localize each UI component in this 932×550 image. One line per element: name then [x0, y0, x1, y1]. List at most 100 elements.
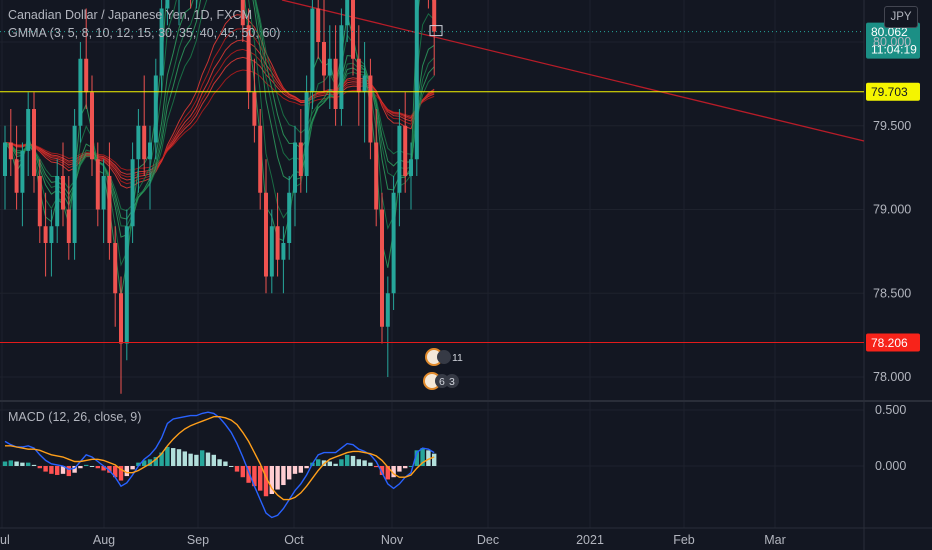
macd-histogram-bar	[316, 459, 321, 466]
last-price-label-bg	[866, 22, 920, 59]
macd-histogram-bar	[66, 466, 71, 477]
price-level-label-bg	[866, 333, 920, 352]
candle-body	[113, 243, 118, 294]
macd-histogram-bar	[159, 452, 164, 466]
time-axis-tick-label: ul	[0, 533, 10, 547]
candle-body	[95, 159, 100, 210]
candle-body	[240, 0, 245, 26]
last-price-label: 80.062	[871, 25, 908, 39]
trendline	[281, 0, 865, 142]
candle-body	[124, 226, 129, 344]
candle-body	[72, 125, 77, 243]
signal-line	[5, 416, 435, 501]
macd-histogram-bar	[408, 466, 414, 467]
candle-body	[356, 58, 361, 93]
candle-body	[345, 0, 350, 26]
candle-body	[55, 176, 60, 227]
macd-histogram-bar	[130, 466, 135, 470]
candle-body	[8, 142, 13, 160]
price-axis-tick-label: 78.500	[873, 286, 911, 300]
candle-body	[37, 176, 42, 227]
macd-histogram-bar	[356, 459, 361, 466]
macd-histogram-bar	[385, 466, 390, 480]
candle-body	[136, 125, 141, 160]
candle-body	[264, 192, 268, 277]
macd-histogram-bar	[60, 466, 66, 474]
macd-histogram-bar	[223, 461, 228, 466]
time-axis-tick-label: Nov	[381, 533, 404, 547]
candle-body	[148, 142, 152, 160]
time-axis-tick-label: 2021	[576, 533, 604, 547]
time-axis-tick-label: Dec	[477, 533, 499, 547]
candle-body	[397, 125, 402, 193]
macd-histogram-bar	[333, 463, 338, 466]
price-level-label-bg	[866, 82, 920, 101]
macd-histogram-bar	[200, 450, 205, 466]
candle-body	[322, 42, 326, 76]
macd-histogram-bar	[20, 462, 25, 466]
candle-body	[90, 92, 94, 160]
event-count-bg	[437, 350, 451, 364]
candle-body	[362, 75, 367, 93]
macd-histogram-bar	[414, 450, 419, 466]
gmma-indicator-label[interactable]: GMMA (3, 5, 8, 10, 12, 15, 30, 35, 40, 4…	[8, 26, 281, 40]
macd-histogram-bar	[240, 466, 245, 478]
candle-body	[142, 125, 147, 160]
macd-histogram-bar	[269, 466, 274, 494]
candle-body	[287, 192, 292, 243]
macd-histogram-bar	[89, 466, 95, 467]
candle-body	[403, 125, 408, 176]
macd-histogram-bar	[31, 464, 37, 466]
macd-histogram-bar	[142, 460, 147, 466]
macd-histogram-bar	[124, 466, 129, 477]
event-count-bg	[445, 374, 459, 388]
macd-histogram-bar	[171, 448, 176, 466]
price-axis-tick-label: 78.000	[873, 370, 911, 384]
macd-histogram-bar	[165, 446, 170, 466]
macd-indicator-label[interactable]: MACD (12, 26, close, 9)	[8, 410, 142, 424]
candle-body	[275, 226, 280, 260]
macd-histogram-bar	[217, 459, 222, 466]
event-count-label: 6	[439, 376, 445, 388]
candle-body	[385, 293, 390, 327]
macd-axis-tick-label: 0.500	[875, 403, 906, 417]
macd-histogram-bar	[84, 464, 89, 466]
candle-body	[310, 8, 315, 93]
candle-body	[316, 8, 321, 42]
chart-title: Canadian Dollar / Japanese Yen, 1D, FXCM	[8, 8, 252, 22]
macd-histogram-bar	[37, 466, 42, 469]
time-axis-tick-label: Oct	[284, 533, 304, 547]
macd-histogram-bar	[229, 466, 234, 467]
candle-body	[374, 142, 379, 210]
macd-histogram-bar	[14, 461, 19, 466]
macd-histogram-bar	[107, 466, 112, 473]
macd-histogram-bar	[43, 466, 48, 472]
macd-histogram-bar	[176, 449, 182, 466]
candle-body	[61, 176, 65, 210]
price-axis-tick-label: 79.000	[873, 203, 911, 217]
macd-histogram-bar	[55, 466, 60, 475]
macd-histogram-bar	[234, 466, 240, 472]
macd-histogram-bar	[350, 455, 356, 466]
candle-body	[119, 293, 123, 344]
macd-histogram-bar	[205, 452, 211, 466]
macd-histogram-bar	[368, 462, 373, 466]
macd-histogram-bar	[8, 460, 13, 466]
candle-body	[281, 243, 286, 260]
macd-line	[4, 411, 435, 519]
price-axis-tick-label: 79.500	[873, 119, 911, 133]
currency-badge[interactable]: JPY	[884, 6, 918, 28]
macd-histogram-bar	[275, 466, 280, 490]
time-axis-tick-label: Aug	[93, 533, 115, 547]
candle-body	[43, 226, 48, 243]
macd-histogram-bar	[153, 457, 158, 466]
macd-histogram-bar	[188, 453, 193, 466]
candle-body	[333, 58, 338, 109]
candle-body	[14, 159, 19, 193]
macd-histogram-bar	[426, 450, 431, 466]
macd-histogram-bar	[379, 466, 385, 475]
candle-body	[409, 159, 413, 176]
candle-body	[269, 226, 274, 277]
macd-histogram-bar	[194, 454, 199, 466]
